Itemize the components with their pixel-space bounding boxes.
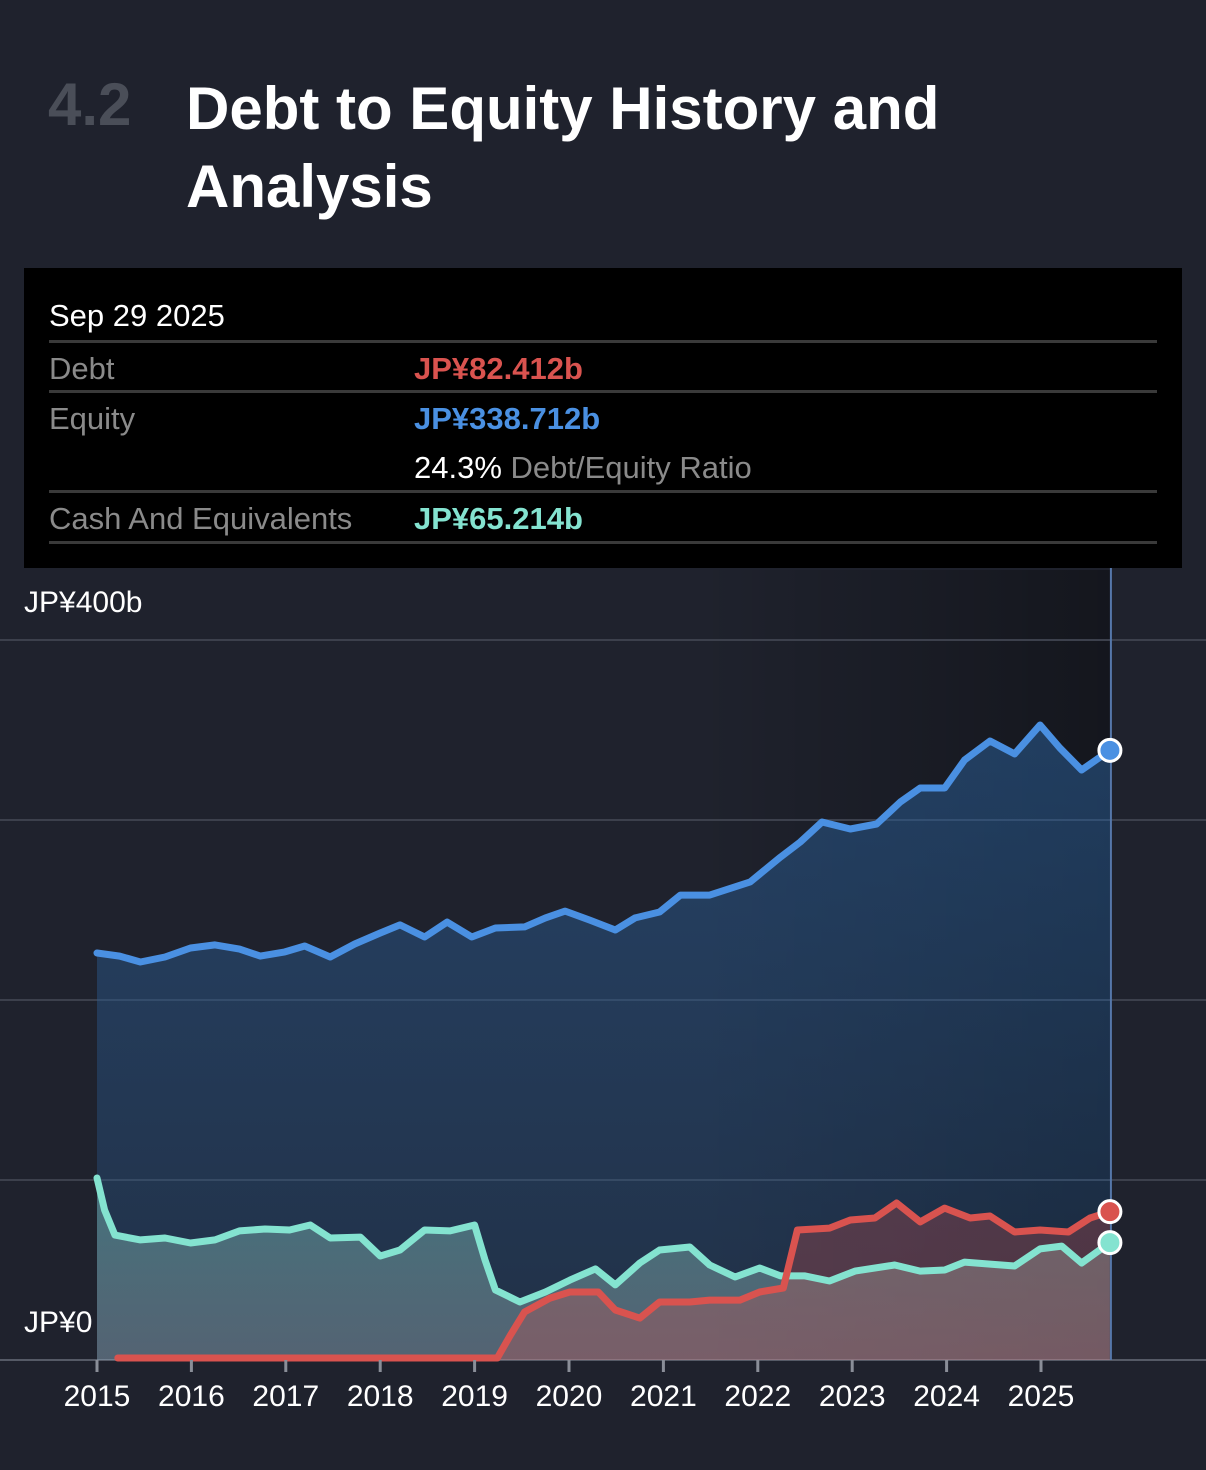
x-tick-label: 2022 (724, 1380, 792, 1413)
tooltip-row-cash: Cash And Equivalents JP¥65.214b (49, 490, 1157, 544)
chart-tooltip: Sep 29 2025 Debt JP¥82.412b Equity JP¥33… (24, 268, 1182, 568)
tooltip-row-equity: Equity JP¥338.712b 24.3% Debt/Equity Rat… (49, 390, 1157, 491)
x-tick-label: 2019 (441, 1380, 508, 1413)
page-title: Debt to Equity History and Analysis (186, 75, 940, 220)
section-number: 4.2 (48, 71, 132, 138)
equity-hover-dot (1097, 737, 1123, 763)
cash-label: Cash And Equivalents (49, 501, 353, 536)
y-label-zero: JP¥0 (24, 1306, 93, 1339)
x-tick-label: 2017 (252, 1380, 320, 1413)
equity-area (97, 725, 1110, 1360)
debt-line (114, 1199, 1114, 1362)
cash-and-equivalents-line (93, 1174, 1114, 1306)
x-tick-label: 2023 (818, 1380, 886, 1413)
x-tick-label: 2016 (158, 1380, 225, 1413)
equity-label: Equity (49, 401, 136, 436)
equity-value: JP¥338.712b (414, 401, 601, 436)
debt-equity-ratio: 24.3% Debt/Equity Ratio (414, 450, 752, 486)
debt-label: Debt (49, 351, 115, 386)
debt-value: JP¥82.412b (414, 351, 583, 386)
x-tick-label: 2024 (913, 1380, 980, 1413)
cash-value: JP¥65.214b (414, 501, 583, 536)
tooltip-date: Sep 29 2025 (49, 298, 225, 333)
tooltip-row-debt: Debt JP¥82.412b (49, 340, 1157, 391)
ratio-value: 24.3% (414, 450, 502, 485)
ratio-label: Debt/Equity Ratio (510, 450, 752, 485)
cash-and-equivalents-area (97, 1178, 1110, 1360)
x-tick-label: 2021 (630, 1380, 697, 1413)
x-tick-label: 2015 (63, 1380, 131, 1413)
x-tick-label: 2020 (535, 1380, 603, 1413)
cash-and-equivalents-hover-dot (1097, 1230, 1123, 1256)
debt-hover-dot (1097, 1199, 1123, 1225)
y-label-max: JP¥400b (24, 586, 143, 619)
x-tick-label: 2018 (346, 1380, 414, 1413)
equity-line (93, 721, 1114, 966)
debt-area (117, 1203, 1110, 1360)
x-tick-label: 2025 (1007, 1380, 1075, 1413)
